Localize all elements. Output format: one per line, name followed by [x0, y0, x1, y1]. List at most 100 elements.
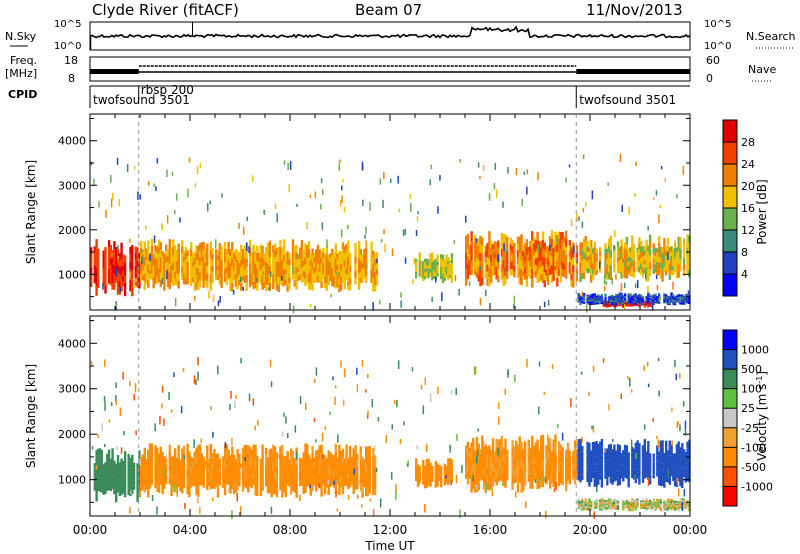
data-cell [622, 300, 625, 302]
data-cell [322, 459, 325, 465]
data-cell [668, 247, 671, 253]
data-cell [429, 482, 432, 487]
data-cell [306, 221, 308, 230]
data-cell [154, 481, 157, 489]
data-cell [268, 265, 271, 275]
data-cell [682, 449, 686, 454]
data-cell [595, 301, 598, 303]
data-cell [182, 256, 186, 263]
data-cell [475, 473, 479, 484]
data-cell [681, 480, 684, 488]
data-cell [236, 265, 239, 272]
data-cell [620, 296, 623, 299]
data-cell [486, 243, 489, 251]
data-cell [282, 456, 286, 462]
data-cell [631, 242, 634, 250]
data-cell [600, 479, 604, 488]
data-cell [343, 476, 346, 482]
velocity-data-cells [90, 357, 691, 520]
data-cell [579, 262, 582, 269]
data-cell [607, 296, 611, 298]
data-cell [597, 300, 600, 303]
data-cell [315, 470, 318, 478]
data-cell [175, 267, 179, 274]
data-cell [380, 239, 383, 243]
data-cell [645, 301, 648, 303]
data-cell [309, 489, 312, 496]
data-cell [591, 258, 595, 264]
data-cell [307, 464, 311, 470]
data-cell [676, 421, 678, 429]
data-cell [209, 459, 212, 467]
data-cell [522, 271, 525, 277]
data-cell [606, 306, 609, 308]
data-cell [357, 249, 361, 258]
data-cell [561, 472, 564, 479]
data-cell [350, 456, 354, 462]
data-cell [640, 507, 643, 510]
data-cell [345, 478, 348, 486]
data-cell [293, 475, 296, 482]
data-cell [590, 268, 593, 276]
data-cell [613, 305, 616, 307]
data-cell [397, 175, 399, 184]
data-cell [513, 471, 516, 478]
data-cell [647, 251, 650, 258]
data-cell [150, 266, 154, 273]
data-cell [604, 473, 607, 479]
data-cell [191, 262, 195, 268]
data-cell [622, 503, 625, 506]
data-cell [290, 486, 293, 495]
data-cell [184, 503, 186, 509]
data-cell [165, 250, 168, 257]
data-cell [493, 477, 496, 483]
data-cell [640, 263, 643, 270]
data-cell [598, 262, 601, 269]
data-cell [329, 481, 332, 487]
data-cell [536, 231, 539, 241]
data-cell [102, 274, 105, 281]
data-cell [354, 460, 357, 468]
data-cell [173, 470, 177, 478]
data-cell [318, 266, 321, 272]
data-cell [448, 260, 452, 264]
data-cell [602, 302, 605, 304]
data-cell [615, 450, 618, 456]
data-cell [618, 302, 621, 304]
data-cell [154, 459, 157, 467]
data-cell [631, 303, 634, 305]
data-cell [373, 455, 377, 462]
data-cell [682, 252, 686, 259]
data-cell [279, 269, 282, 277]
data-cell [157, 268, 161, 276]
data-cell [623, 282, 626, 289]
data-cell [631, 295, 634, 297]
data-cell [437, 386, 439, 394]
data-cell [150, 443, 154, 451]
data-cell [536, 257, 539, 266]
data-cell [207, 467, 211, 473]
data-cell [170, 270, 173, 277]
data-cell [590, 303, 593, 305]
data-cell [561, 478, 564, 486]
data-cell [338, 250, 341, 258]
data-cell [672, 248, 675, 253]
data-cell [679, 473, 682, 480]
data-cell [145, 458, 148, 464]
data-cell [586, 441, 589, 449]
data-cell [181, 455, 184, 464]
data-cell [202, 272, 205, 281]
data-cell [672, 299, 675, 302]
data-cell [553, 488, 556, 493]
data-cell [90, 247, 93, 254]
data-cell [110, 402, 113, 406]
data-cell [579, 242, 582, 249]
data-cell [216, 265, 220, 271]
data-cell [320, 282, 323, 289]
data-cell [672, 453, 675, 458]
data-cell [195, 245, 198, 253]
data-cell [623, 455, 627, 462]
data-cell [313, 277, 316, 283]
data-cell [591, 301, 595, 303]
data-cell [606, 305, 609, 307]
